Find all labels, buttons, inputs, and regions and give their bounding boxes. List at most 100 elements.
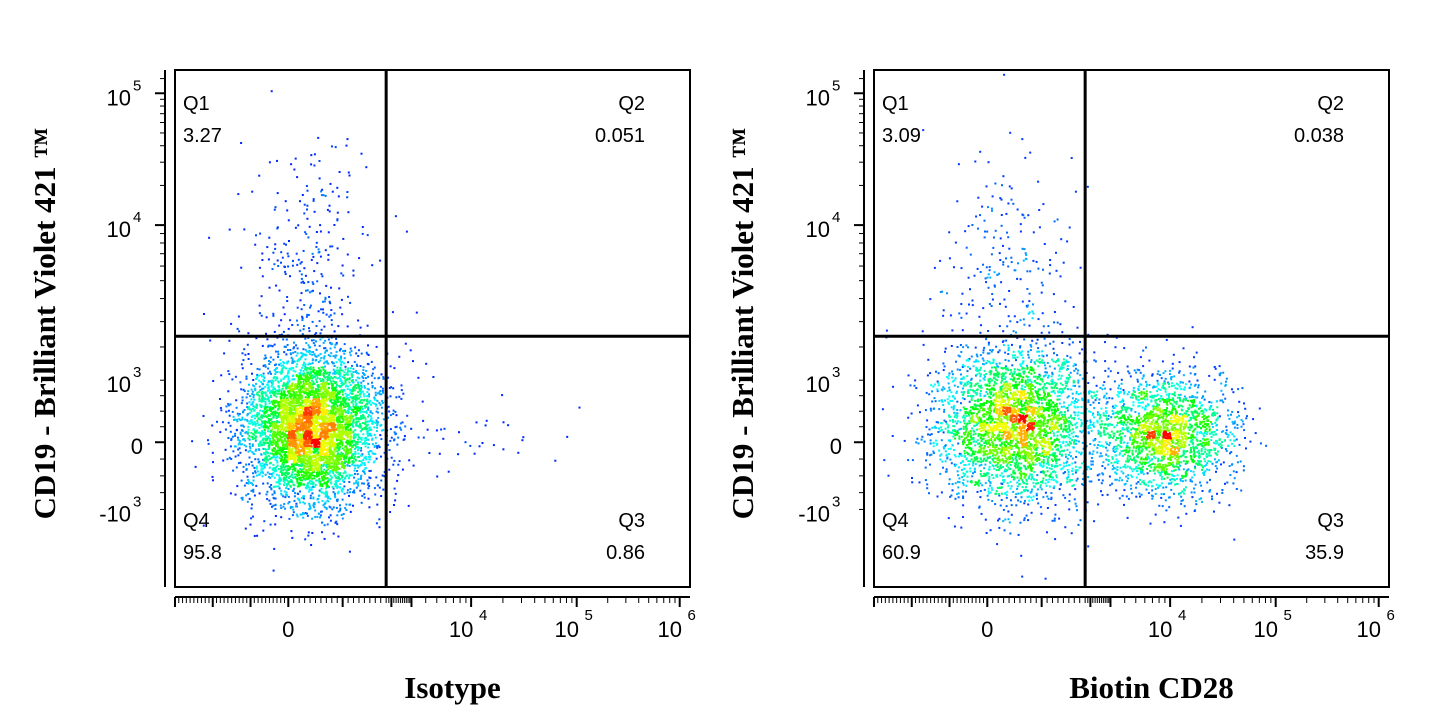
event-dot — [348, 415, 351, 418]
event-dot — [323, 468, 326, 471]
event-dot — [265, 448, 267, 451]
event-dot — [502, 448, 505, 451]
event-dot — [288, 425, 291, 428]
event-dot — [317, 367, 320, 370]
event-dot — [273, 453, 276, 456]
event-dot — [324, 296, 327, 299]
event-dot — [366, 420, 368, 423]
event-dot — [329, 412, 332, 415]
event-dot — [284, 432, 286, 435]
event-dot — [325, 507, 328, 510]
event-dot — [269, 434, 271, 437]
event-dot — [202, 524, 205, 527]
event-dot — [240, 479, 243, 482]
event-dot — [326, 362, 329, 365]
event-dot — [344, 381, 347, 384]
event-dot — [260, 400, 263, 402]
event-dot — [276, 421, 279, 424]
event-dot — [342, 404, 345, 406]
event-dot — [257, 458, 260, 461]
event-dot — [288, 419, 291, 422]
event-dot — [348, 398, 351, 401]
event-dot — [327, 393, 330, 396]
event-dot — [290, 356, 293, 359]
event-dot — [336, 466, 339, 469]
event-dot — [338, 467, 341, 470]
event-dot — [303, 401, 306, 404]
event-dot — [273, 404, 276, 407]
event-dot — [313, 475, 316, 477]
event-dot — [318, 251, 321, 253]
event-dot — [259, 415, 262, 418]
event-dot — [309, 393, 312, 396]
event-dot — [293, 341, 295, 344]
event-dot — [315, 461, 318, 464]
event-dot — [309, 456, 312, 459]
event-dot — [289, 349, 292, 351]
event-dot — [245, 377, 248, 380]
event-dot — [227, 403, 230, 405]
event-dot — [246, 413, 249, 416]
event-dot — [348, 465, 351, 468]
event-dot — [363, 427, 366, 430]
event-dot — [345, 503, 348, 506]
event-dot — [353, 440, 356, 443]
event-dot — [291, 447, 294, 450]
event-dot — [247, 407, 250, 410]
event-dot — [242, 438, 244, 441]
event-dot — [432, 376, 435, 378]
event-dot — [363, 482, 365, 485]
event-dot — [353, 406, 356, 409]
event-dot — [313, 164, 316, 167]
event-dot — [318, 373, 321, 376]
event-dot — [364, 420, 367, 423]
event-dot — [287, 495, 290, 498]
event-dot — [382, 428, 385, 431]
event-dot — [308, 480, 311, 483]
event-dot — [317, 451, 320, 454]
event-dot — [335, 434, 337, 437]
event-dot — [355, 369, 358, 372]
event-dot — [326, 492, 329, 494]
event-dot — [322, 400, 325, 403]
event-dot — [297, 471, 300, 474]
event-dot — [321, 398, 323, 401]
event-dot — [339, 397, 342, 400]
event-dot — [297, 377, 300, 380]
event-dot — [349, 488, 352, 490]
event-dot — [302, 495, 305, 498]
event-dot — [319, 459, 322, 462]
event-dot — [377, 421, 379, 424]
event-dot — [364, 445, 367, 448]
event-dot — [274, 372, 277, 375]
event-dot — [363, 463, 366, 466]
event-dot — [297, 430, 300, 433]
event-dot — [285, 493, 287, 496]
event-dot — [267, 436, 270, 438]
event-dot — [327, 459, 330, 462]
event-dot — [393, 504, 395, 506]
event-dot — [348, 448, 351, 451]
event-dot — [287, 457, 290, 460]
event-dot — [260, 405, 263, 407]
event-dot — [373, 402, 376, 405]
event-dot — [313, 270, 316, 273]
event-dot — [365, 439, 368, 442]
event-dot — [307, 399, 309, 402]
event-dot — [225, 405, 228, 408]
event-dot — [282, 338, 285, 341]
event-dot — [300, 513, 303, 516]
event-dot — [298, 396, 300, 399]
event-dot — [302, 364, 305, 367]
event-dot — [341, 390, 344, 393]
event-dot — [296, 479, 299, 482]
event-dot — [352, 370, 355, 373]
event-dot — [237, 315, 240, 318]
event-dot — [240, 402, 243, 405]
event-dot — [249, 422, 252, 425]
event-dot — [369, 450, 372, 452]
event-dot — [306, 189, 309, 192]
event-dot — [262, 529, 265, 532]
event-dot — [344, 368, 347, 371]
event-dot — [326, 375, 329, 378]
